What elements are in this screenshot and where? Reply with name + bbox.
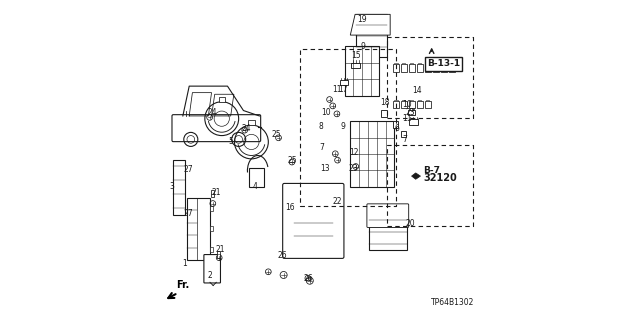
Bar	[450, 63, 453, 64]
Text: 25: 25	[271, 130, 281, 139]
Text: 12: 12	[349, 148, 358, 157]
Bar	[410, 100, 413, 101]
Text: 6: 6	[394, 124, 399, 133]
Text: 15: 15	[351, 51, 361, 60]
FancyBboxPatch shape	[367, 204, 409, 227]
Text: 27: 27	[184, 209, 193, 218]
Bar	[394, 121, 399, 128]
Bar	[426, 100, 429, 101]
Text: 2: 2	[207, 271, 212, 280]
Text: 25: 25	[287, 156, 297, 165]
Polygon shape	[350, 14, 390, 35]
Text: 11: 11	[403, 114, 412, 123]
Text: 13: 13	[321, 164, 330, 173]
Bar	[419, 100, 422, 101]
Text: 4: 4	[252, 182, 257, 191]
Bar	[401, 64, 407, 72]
Bar	[340, 80, 348, 85]
Text: 20: 20	[406, 219, 415, 228]
Text: 9: 9	[361, 42, 366, 51]
Bar	[408, 110, 415, 115]
Text: 5: 5	[228, 137, 233, 146]
Text: 7: 7	[320, 143, 324, 152]
Bar	[409, 119, 419, 125]
FancyBboxPatch shape	[172, 115, 260, 142]
Bar	[173, 160, 185, 215]
Text: 1: 1	[182, 259, 187, 268]
Bar	[424, 101, 431, 108]
Bar	[403, 63, 406, 64]
Text: B-7: B-7	[423, 166, 440, 175]
Bar	[393, 101, 399, 108]
Bar	[351, 63, 360, 68]
Text: 24: 24	[207, 108, 217, 117]
Text: 19: 19	[358, 15, 367, 24]
Bar	[419, 63, 422, 64]
Bar	[442, 63, 445, 64]
Bar	[394, 100, 397, 101]
Bar	[449, 64, 455, 72]
Bar	[410, 63, 413, 64]
Bar	[409, 101, 415, 108]
Text: 24: 24	[241, 124, 251, 133]
Bar	[401, 130, 406, 137]
Text: 10: 10	[321, 108, 331, 117]
Bar	[210, 247, 214, 252]
Text: 17: 17	[339, 85, 348, 94]
Text: 23: 23	[406, 108, 415, 117]
Text: 11: 11	[332, 85, 342, 94]
Bar	[187, 198, 210, 260]
Bar	[409, 64, 415, 72]
Bar	[210, 226, 214, 232]
Text: 10: 10	[403, 100, 412, 109]
Text: 21: 21	[216, 245, 225, 254]
Bar	[350, 121, 394, 187]
Bar	[401, 101, 407, 108]
Bar	[434, 63, 437, 64]
Bar	[345, 46, 380, 96]
Text: B-13-1: B-13-1	[427, 59, 460, 68]
Text: TP64B1302: TP64B1302	[431, 298, 475, 307]
Bar	[211, 190, 214, 197]
Text: 14: 14	[412, 86, 422, 95]
Bar	[426, 63, 429, 64]
Text: 16: 16	[285, 204, 294, 212]
Text: 7: 7	[403, 135, 408, 144]
Text: 8: 8	[319, 122, 323, 131]
Bar	[369, 206, 407, 250]
Bar	[356, 14, 387, 57]
Bar	[417, 101, 423, 108]
Polygon shape	[412, 173, 420, 179]
Bar	[403, 100, 406, 101]
Text: 27: 27	[184, 165, 193, 174]
Bar	[393, 64, 399, 72]
Bar	[218, 97, 225, 102]
FancyBboxPatch shape	[204, 255, 220, 283]
Text: 9: 9	[341, 122, 346, 131]
Bar	[394, 63, 397, 64]
Bar	[217, 251, 220, 258]
Text: 21: 21	[212, 188, 221, 197]
Bar	[381, 110, 387, 117]
Text: 32120: 32120	[423, 173, 457, 183]
Bar	[433, 64, 439, 72]
Text: 22: 22	[332, 197, 342, 206]
Bar	[249, 168, 264, 187]
Text: Fr.: Fr.	[177, 280, 189, 290]
Bar	[210, 205, 214, 211]
Bar	[248, 120, 255, 125]
Text: 18: 18	[380, 98, 390, 107]
Text: 3: 3	[169, 182, 174, 191]
Text: 26: 26	[303, 274, 313, 283]
Bar	[440, 64, 447, 72]
Text: 23: 23	[348, 164, 358, 173]
Bar	[417, 64, 423, 72]
FancyBboxPatch shape	[283, 183, 344, 258]
Bar	[424, 64, 431, 72]
Text: 26: 26	[278, 251, 287, 260]
